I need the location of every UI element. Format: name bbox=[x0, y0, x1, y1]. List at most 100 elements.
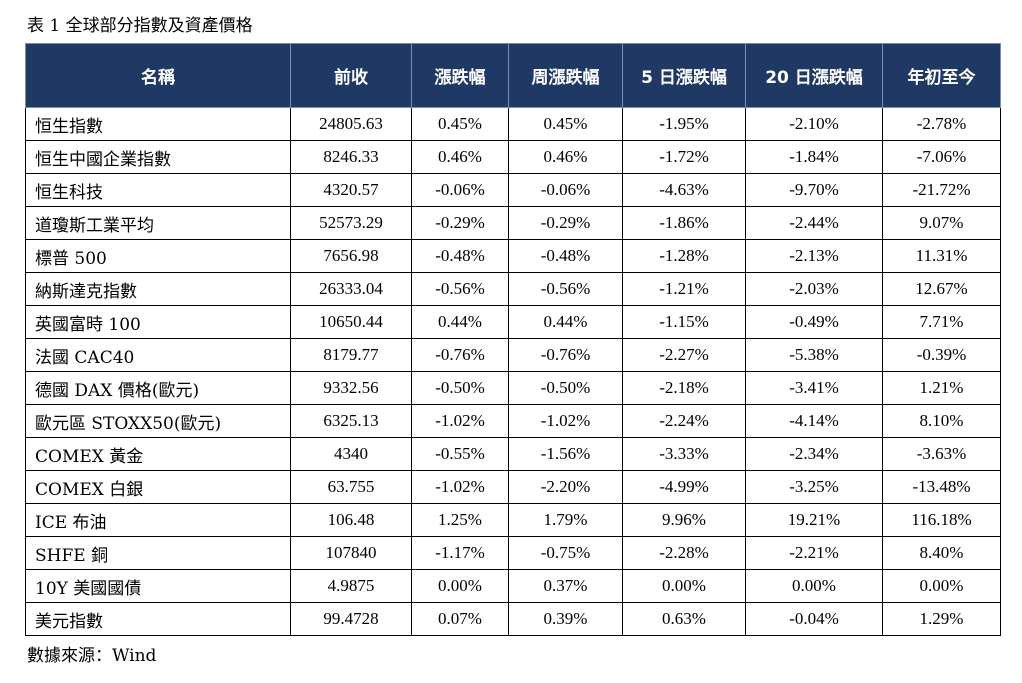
table-header-row: 名稱 前收 漲跌幅 周漲跌幅 5 日漲跌幅 20 日漲跌幅 年初至今 bbox=[25, 43, 1001, 108]
cell-week-change: -2.20% bbox=[508, 470, 623, 504]
cell-prev-close: 24805.63 bbox=[290, 107, 412, 141]
cell-prev-close: 4340 bbox=[290, 437, 412, 471]
cell-5d-change: -2.18% bbox=[622, 371, 746, 405]
cell-5d-change: 0.63% bbox=[622, 602, 746, 636]
cell-name: 恒生指數 bbox=[25, 107, 291, 141]
cell-change: 0.07% bbox=[411, 602, 509, 636]
cell-name: ICE 布油 bbox=[25, 503, 291, 537]
cell-name: COMEX 黃金 bbox=[25, 437, 291, 471]
table-row: 10Y 美國國債 4.9875 0.00% 0.37% 0.00% 0.00% 0.00% bbox=[25, 569, 1001, 603]
cell-week-change: -0.50% bbox=[508, 371, 623, 405]
cell-20d-change: -4.14% bbox=[745, 404, 883, 438]
cell-5d-change: -1.21% bbox=[622, 272, 746, 306]
cell-change: 0.46% bbox=[411, 140, 509, 174]
cell-5d-change: -1.15% bbox=[622, 305, 746, 339]
cell-20d-change: -1.84% bbox=[745, 140, 883, 174]
cell-ytd: 11.31% bbox=[882, 239, 1001, 273]
table-row: 納斯達克指數 26333.04 -0.56% -0.56% -1.21% -2.03% 12… bbox=[25, 272, 1001, 306]
cell-5d-change: -1.72% bbox=[622, 140, 746, 174]
cell-change: -0.48% bbox=[411, 239, 509, 273]
cell-week-change: -0.29% bbox=[508, 206, 623, 240]
cell-prev-close: 107840 bbox=[290, 536, 412, 570]
cell-20d-change: -2.34% bbox=[745, 437, 883, 471]
cell-change: 0.45% bbox=[411, 107, 509, 141]
cell-5d-change: -4.99% bbox=[622, 470, 746, 504]
table-row: 恒生中國企業指數 8246.33 0.46% 0.46% -1.72% -1.84% -7.… bbox=[25, 140, 1001, 174]
cell-ytd: 7.71% bbox=[882, 305, 1001, 339]
cell-prev-close: 4320.57 bbox=[290, 173, 412, 207]
table-row: COMEX 黃金 4340 -0.55% -1.56% -3.33% -2.34% -3.6… bbox=[25, 437, 1001, 471]
cell-week-change: -1.02% bbox=[508, 404, 623, 438]
table-row: 標普 500 7656.98 -0.48% -0.48% -1.28% -2.13% 11.… bbox=[25, 239, 1001, 273]
table-row: 恒生科技 4320.57 -0.06% -0.06% -4.63% -9.70% -21.7… bbox=[25, 173, 1001, 207]
cell-ytd: -2.78% bbox=[882, 107, 1001, 141]
cell-20d-change: -9.70% bbox=[745, 173, 883, 207]
cell-5d-change: -1.28% bbox=[622, 239, 746, 273]
cell-ytd: 0.00% bbox=[882, 569, 1001, 603]
cell-prev-close: 26333.04 bbox=[290, 272, 412, 306]
cell-name: COMEX 白銀 bbox=[25, 470, 291, 504]
cell-ytd: -7.06% bbox=[882, 140, 1001, 174]
cell-week-change: -1.56% bbox=[508, 437, 623, 471]
cell-5d-change: -3.33% bbox=[622, 437, 746, 471]
cell-week-change: 0.37% bbox=[508, 569, 623, 603]
cell-prev-close: 7656.98 bbox=[290, 239, 412, 273]
cell-20d-change: -2.21% bbox=[745, 536, 883, 570]
cell-prev-close: 8246.33 bbox=[290, 140, 412, 174]
cell-ytd: -21.72% bbox=[882, 173, 1001, 207]
cell-prev-close: 10650.44 bbox=[290, 305, 412, 339]
cell-prev-close: 52573.29 bbox=[290, 206, 412, 240]
cell-week-change: 0.44% bbox=[508, 305, 623, 339]
cell-change: -1.02% bbox=[411, 470, 509, 504]
cell-20d-change: -0.49% bbox=[745, 305, 883, 339]
cell-name: 恒生中國企業指數 bbox=[25, 140, 291, 174]
cell-prev-close: 4.9875 bbox=[290, 569, 412, 603]
cell-20d-change: 19.21% bbox=[745, 503, 883, 537]
cell-prev-close: 9332.56 bbox=[290, 371, 412, 405]
cell-week-change: -0.76% bbox=[508, 338, 623, 372]
cell-ytd: -0.39% bbox=[882, 338, 1001, 372]
cell-ytd: 9.07% bbox=[882, 206, 1001, 240]
cell-5d-change: -4.63% bbox=[622, 173, 746, 207]
cell-5d-change: -2.24% bbox=[622, 404, 746, 438]
column-header-week-change: 周漲跌幅 bbox=[508, 43, 623, 108]
cell-20d-change: -0.04% bbox=[745, 602, 883, 636]
asset-price-table: 名稱 前收 漲跌幅 周漲跌幅 5 日漲跌幅 20 日漲跌幅 年初至今 恒生指數 2… bbox=[25, 43, 1001, 636]
cell-5d-change: -1.86% bbox=[622, 206, 746, 240]
cell-5d-change: 0.00% bbox=[622, 569, 746, 603]
table-row: SHFE 銅 107840 -1.17% -0.75% -2.28% -2.21% 8.40… bbox=[25, 536, 1001, 570]
cell-week-change: -0.56% bbox=[508, 272, 623, 306]
cell-week-change: -0.06% bbox=[508, 173, 623, 207]
cell-change: -0.29% bbox=[411, 206, 509, 240]
cell-ytd: -3.63% bbox=[882, 437, 1001, 471]
cell-change: -0.55% bbox=[411, 437, 509, 471]
cell-ytd: 1.21% bbox=[882, 371, 1001, 405]
cell-20d-change: -2.10% bbox=[745, 107, 883, 141]
cell-week-change: 0.46% bbox=[508, 140, 623, 174]
cell-name: 英國富時 100 bbox=[25, 305, 291, 339]
column-header-5d-change: 5 日漲跌幅 bbox=[622, 43, 746, 108]
cell-name: 10Y 美國國債 bbox=[25, 569, 291, 603]
table-row: ICE 布油 106.48 1.25% 1.79% 9.96% 19.21% 116.18% bbox=[25, 503, 1001, 537]
cell-change: -0.76% bbox=[411, 338, 509, 372]
column-header-name: 名稱 bbox=[25, 43, 291, 108]
cell-change: -1.02% bbox=[411, 404, 509, 438]
cell-20d-change: -3.41% bbox=[745, 371, 883, 405]
cell-name: SHFE 銅 bbox=[25, 536, 291, 570]
table-body: 恒生指數 24805.63 0.45% 0.45% -1.95% -2.10% -2.78%… bbox=[25, 107, 1001, 636]
cell-change: -1.17% bbox=[411, 536, 509, 570]
cell-name: 美元指數 bbox=[25, 602, 291, 636]
table-row: 英國富時 100 10650.44 0.44% 0.44% -1.15% -0.49% 7.… bbox=[25, 305, 1001, 339]
cell-change: 0.00% bbox=[411, 569, 509, 603]
cell-change: -0.06% bbox=[411, 173, 509, 207]
cell-prev-close: 6325.13 bbox=[290, 404, 412, 438]
cell-week-change: 1.79% bbox=[508, 503, 623, 537]
cell-20d-change: -2.03% bbox=[745, 272, 883, 306]
cell-ytd: 116.18% bbox=[882, 503, 1001, 537]
cell-ytd: -13.48% bbox=[882, 470, 1001, 504]
cell-name: 標普 500 bbox=[25, 239, 291, 273]
cell-20d-change: 0.00% bbox=[745, 569, 883, 603]
table-row: 歐元區 STOXX50(歐元) 6325.13 -1.02% -1.02% -2.24%… bbox=[25, 404, 1001, 438]
column-header-ytd: 年初至今 bbox=[882, 43, 1001, 108]
cell-5d-change: 9.96% bbox=[622, 503, 746, 537]
